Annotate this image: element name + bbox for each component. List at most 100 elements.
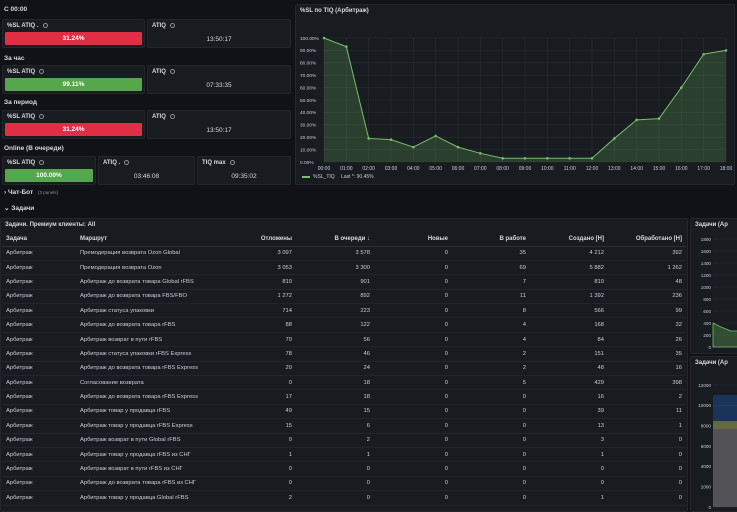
table-row[interactable]: Арбитраж Арбитраж до возврата товара rFBS…: [2, 476, 686, 492]
cell-new: 0: [374, 375, 452, 391]
table-row[interactable]: Арбитраж Арбитраж возврат в пути Global r…: [2, 433, 686, 448]
data-point[interactable]: [479, 152, 482, 155]
sl-atiq-panel-4[interactable]: %SL ATIQ 100.00%: [2, 156, 96, 185]
sl-atiq-panel-1[interactable]: %SL ATIQ . 31.24%: [2, 19, 145, 48]
col-in-work[interactable]: В работе: [452, 232, 530, 247]
data-point[interactable]: [613, 137, 616, 140]
cell-postponed: 0: [216, 476, 296, 492]
atiq-panel-1[interactable]: ATIQ 13:50:17: [147, 19, 291, 48]
col-postponed[interactable]: Отложены: [216, 232, 296, 247]
cell-in-work: 4: [452, 317, 530, 333]
chart-legend[interactable]: %SL_TIQ Last *: 90.45%: [302, 174, 374, 180]
data-point[interactable]: [456, 145, 460, 149]
atiq-panel-2[interactable]: ATIQ 07:33:35: [147, 65, 291, 94]
info-icon[interactable]: [169, 69, 175, 74]
col-route[interactable]: Маршрут: [76, 232, 216, 247]
cell-route: Арбитраж возврат в пути rFBS: [76, 332, 216, 348]
x-tick-label: 04:00: [407, 166, 420, 172]
table-row[interactable]: Арбитраж Арбитраж до возврата товара rFBS…: [2, 361, 686, 377]
panel-title: ATIQ .: [103, 160, 121, 167]
y-tick-label: 100.00%: [300, 36, 320, 42]
info-icon[interactable]: [169, 23, 175, 28]
sl-atiq-panel-3[interactable]: %SL ATIQ 31.24%: [2, 110, 145, 139]
cell-task: Арбитраж: [2, 375, 76, 391]
data-point[interactable]: [657, 117, 661, 120]
cell-queue: 3 300: [296, 260, 374, 276]
info-icon[interactable]: [39, 69, 45, 74]
data-point[interactable]: [434, 134, 437, 138]
data-point[interactable]: [322, 36, 326, 40]
col-new[interactable]: Новые: [374, 232, 452, 247]
cell-route: Арбитраж статуса упаковки: [76, 303, 216, 319]
side-panel-2-title: Задачи (Ар: [695, 360, 728, 366]
cell-queue: 6: [296, 418, 374, 434]
row-chatbot-meta: (3 panels): [38, 190, 59, 195]
info-icon[interactable]: [42, 23, 48, 28]
col-created[interactable]: Создано [H]: [530, 232, 608, 247]
table-row[interactable]: Арбитраж Арбитраж товар у продавца rFBS E…: [2, 418, 686, 434]
data-point[interactable]: [367, 137, 370, 140]
cell-route: Арбитраж возврат в пути Global rFBS: [76, 433, 216, 448]
info-icon[interactable]: [229, 160, 235, 165]
data-point[interactable]: [590, 156, 594, 160]
table-row[interactable]: Арбитраж Согласование возврата 0 18 0 5 429 398: [2, 375, 686, 391]
table-row[interactable]: Арбитраж Премодерация возврата Ozon 3 053 3…: [2, 260, 686, 276]
sl-atiq-panel-2[interactable]: %SL ATIQ 99.11%: [2, 65, 145, 94]
cell-new: 0: [374, 289, 452, 305]
cell-task: Арбитраж: [2, 274, 76, 290]
cell-created: 5 882: [530, 260, 608, 276]
table-row[interactable]: Арбитраж Арбитраж статуса упаковки 714 223 0…: [2, 303, 686, 319]
side-chart-panel-2[interactable]: Задачи (Ар 12000 10000 8000 6000 4000 2000 0: [690, 356, 737, 512]
sl-tiq-chart-panel[interactable]: %SL по TIQ (Арбитраж) 0.00% 10.00% 20.00% 3…: [295, 4, 735, 185]
side-chart-panel-1[interactable]: Задачи (Ар 1800 1600 1400 1200 1000 800 600 400…: [690, 218, 737, 354]
data-point[interactable]: [680, 86, 683, 89]
table-header-row: Задача Маршрут Отложены В очереди ↓ Новы…: [2, 232, 686, 247]
table-row[interactable]: Арбитраж Арбитраж товар у продавца rFBS и…: [2, 447, 686, 463]
col-processed[interactable]: Обработано [H]: [608, 232, 686, 247]
table-row[interactable]: Арбитраж Арбитраж товар у продавца Global…: [2, 490, 686, 506]
cell-processed: 0: [608, 461, 686, 477]
cell-task: Арбитраж: [2, 461, 76, 477]
data-point[interactable]: [501, 156, 504, 160]
col-queue[interactable]: В очереди ↓: [296, 232, 374, 247]
info-icon[interactable]: [39, 160, 45, 165]
y-tick-label: 0.00%: [300, 160, 314, 166]
cell-created: 151: [530, 346, 608, 362]
table-row[interactable]: Арбитраж Арбитраж статуса упаковки rFBS E…: [2, 346, 686, 362]
row-chatbot[interactable]: › Чат-Бот (3 panels): [4, 189, 58, 196]
y-tick-label: 1800: [701, 237, 712, 242]
table-row[interactable]: Арбитраж Арбитраж до возврата товара rFBS…: [2, 389, 686, 405]
cell-created: 13: [530, 418, 608, 434]
info-icon[interactable]: [124, 160, 130, 165]
data-point[interactable]: [546, 156, 549, 160]
cell-task: Арбитраж: [2, 418, 76, 434]
cell-postponed: 0: [216, 375, 296, 391]
data-point[interactable]: [389, 138, 393, 141]
data-point[interactable]: [635, 118, 638, 122]
col-task[interactable]: Задача: [2, 232, 76, 247]
data-point[interactable]: [523, 156, 527, 160]
atiq-panel-4[interactable]: ATIQ . 03:46:08: [98, 156, 195, 185]
table-row[interactable]: Арбитраж Арбитраж товар у продавца rFBS 49…: [2, 404, 686, 420]
atiq-panel-3[interactable]: ATIQ 13:50:17: [147, 110, 291, 139]
table-row[interactable]: Арбитраж Арбитраж возврат в пути rFBS из …: [2, 461, 686, 477]
y-tick-label: 20.00%: [300, 135, 317, 141]
data-point[interactable]: [702, 52, 705, 56]
data-point[interactable]: [724, 49, 728, 52]
table-row[interactable]: Арбитраж Арбитраж возврат в пути rFBS 70 56…: [2, 332, 686, 348]
data-point[interactable]: [568, 156, 571, 160]
y-tick-label: 1200: [701, 273, 712, 278]
cell-processed: 2: [608, 389, 686, 405]
info-icon[interactable]: [39, 114, 45, 119]
tiq-max-panel[interactable]: TIQ max 09:35:02: [197, 156, 291, 185]
info-icon[interactable]: [169, 114, 175, 119]
cell-in-work: 5: [452, 375, 530, 391]
table-row[interactable]: Арбитраж Арбитраж до возврата товара Glob…: [2, 274, 686, 290]
row-tasks[interactable]: ⌄ Задачи: [4, 204, 34, 212]
data-point[interactable]: [412, 145, 415, 149]
table-row[interactable]: Арбитраж Арбитраж до возврата товара rFBS…: [2, 317, 686, 333]
table-row[interactable]: Арбитраж Арбитраж до возврата товара FBS/…: [2, 289, 686, 305]
table-row[interactable]: Арбитраж Премодерация возврата Ozon Globa…: [2, 246, 686, 261]
y-tick-label: 10000: [698, 403, 711, 408]
data-point[interactable]: [345, 45, 348, 48]
